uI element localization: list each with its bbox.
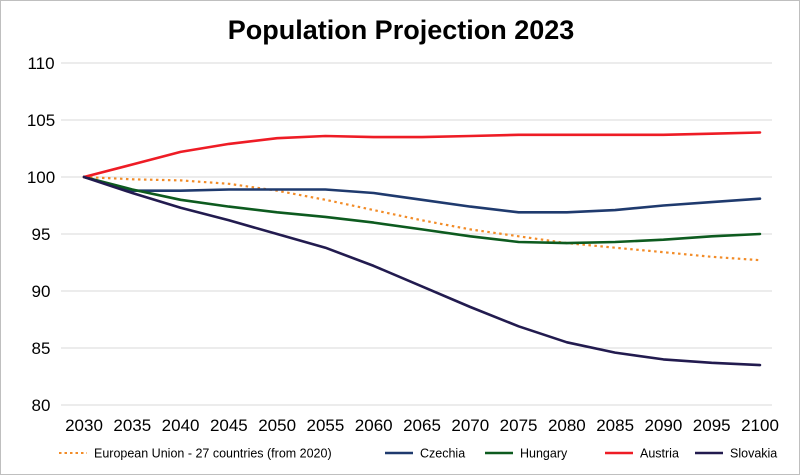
chart-title: Population Projection 2023 xyxy=(228,15,575,45)
legend: European Union - 27 countries (from 2020… xyxy=(59,447,777,461)
x-tick-label: 2045 xyxy=(210,416,248,435)
legend-label: Austria xyxy=(640,447,679,461)
x-axis: 2030 2035 2040 2045 2050 2055 2060 2065 2070 2075… xyxy=(65,416,779,435)
x-tick-label: 2035 xyxy=(113,416,151,435)
x-tick-label: 2085 xyxy=(596,416,634,435)
x-tick-label: 2030 xyxy=(65,416,103,435)
series-line-4 xyxy=(82,175,762,367)
x-tick-label: 2100 xyxy=(741,416,779,435)
x-tick-label: 2055 xyxy=(307,416,345,435)
x-tick-label: 2080 xyxy=(548,416,586,435)
y-tick-label: 85 xyxy=(32,339,51,358)
series-line-3 xyxy=(82,131,762,179)
x-tick-label: 2040 xyxy=(162,416,200,435)
x-tick-label: 2050 xyxy=(258,416,296,435)
y-tick-label: 90 xyxy=(32,282,51,301)
y-tick-label: 100 xyxy=(27,168,55,187)
y-axis: 80 85 90 95 100 105 110 xyxy=(27,54,55,415)
y-tick-label: 80 xyxy=(32,396,51,415)
x-tick-label: 2065 xyxy=(403,416,441,435)
x-tick-label: 2090 xyxy=(645,416,683,435)
legend-label: Hungary xyxy=(520,447,568,461)
y-tick-label: 110 xyxy=(27,54,54,73)
x-tick-label: 2060 xyxy=(355,416,393,435)
legend-label: European Union - 27 countries (from 2020… xyxy=(94,447,332,461)
y-tick-label: 95 xyxy=(32,225,51,244)
series-lines xyxy=(82,131,762,367)
x-tick-label: 2075 xyxy=(500,416,538,435)
y-tick-label: 105 xyxy=(27,111,55,130)
gridlines xyxy=(61,62,772,406)
x-tick-label: 2095 xyxy=(693,416,731,435)
series-line-1 xyxy=(82,175,762,214)
x-tick-label: 2070 xyxy=(451,416,489,435)
legend-label: Slovakia xyxy=(730,447,777,461)
legend-label: Czechia xyxy=(420,447,465,461)
series-line-2 xyxy=(82,175,762,245)
